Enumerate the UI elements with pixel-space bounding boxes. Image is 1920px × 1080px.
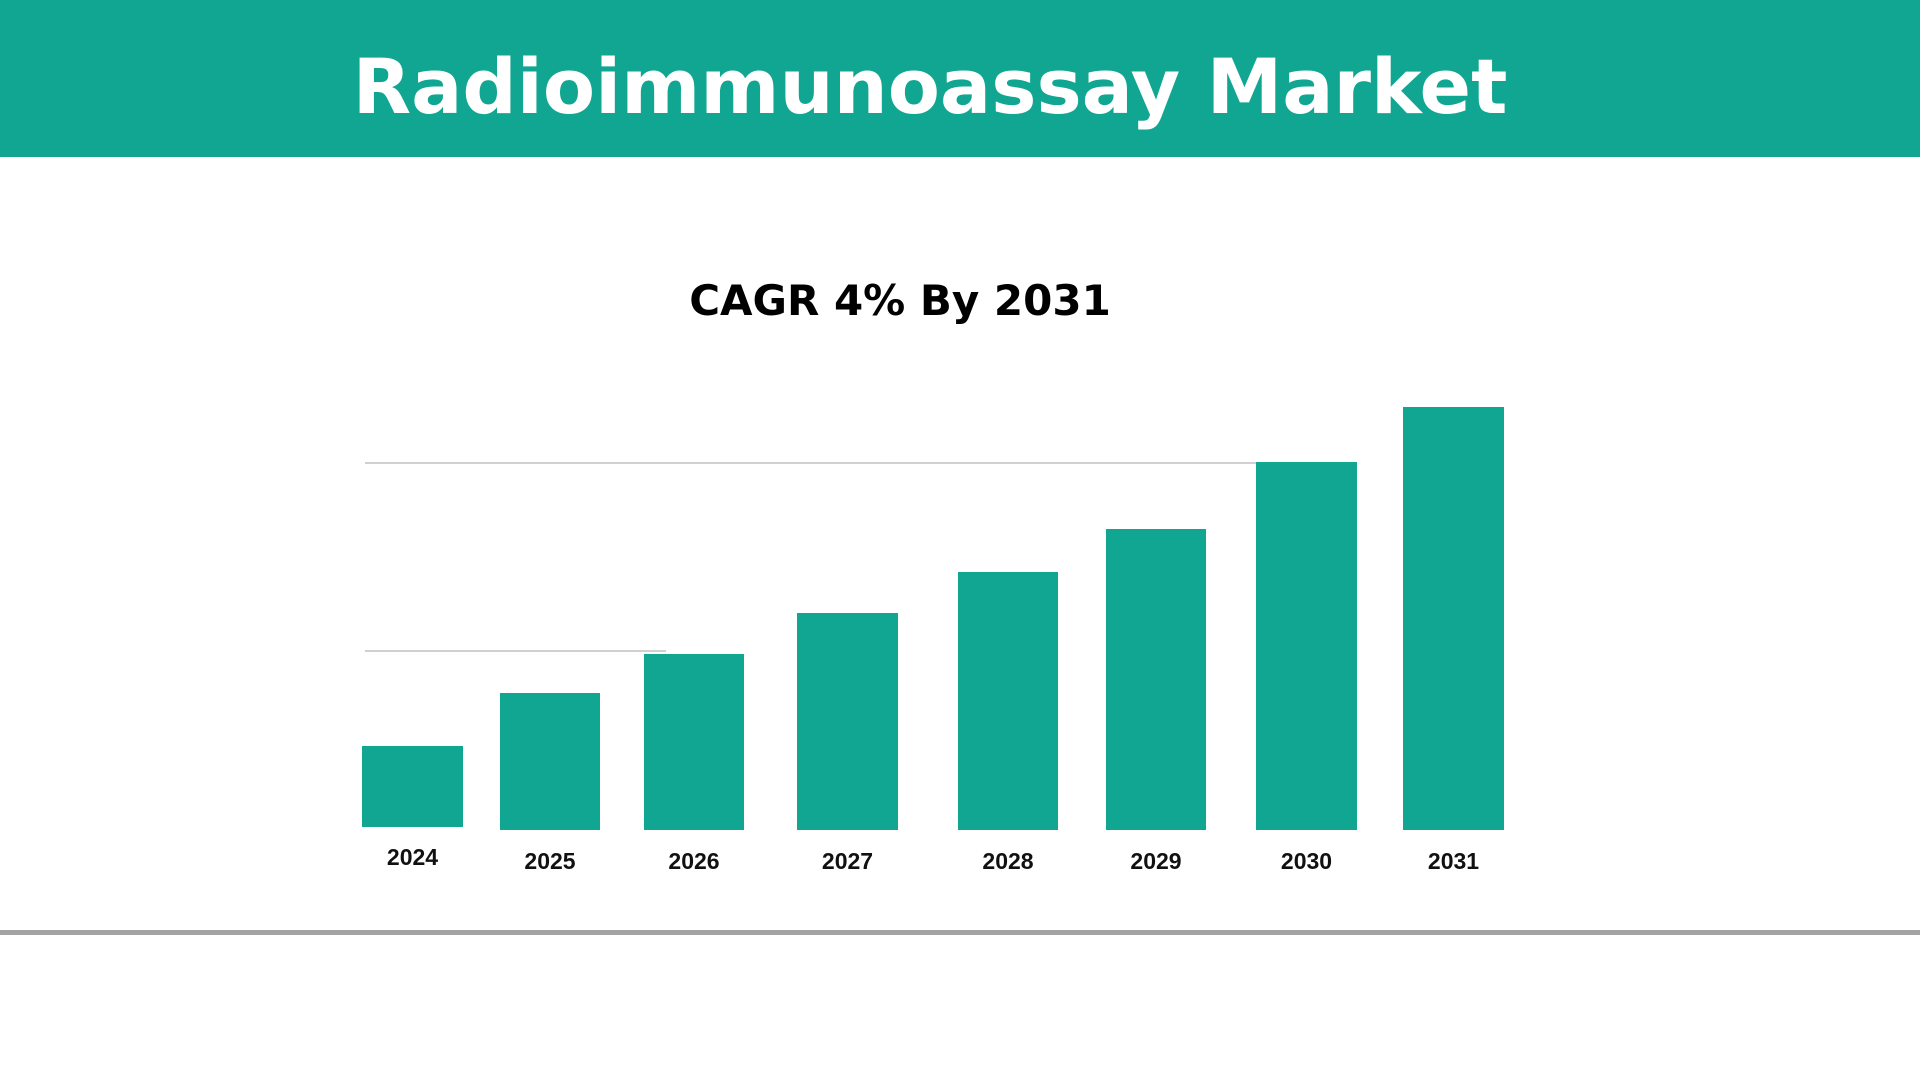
x-axis-label: 2029 [1130, 848, 1182, 874]
bar-2030 [1256, 462, 1357, 830]
x-axis-label: 2025 [524, 848, 576, 874]
page-title: Radioimmunoassay Market [352, 42, 1508, 131]
x-axis-label: 2026 [668, 848, 720, 874]
bar-2025 [500, 693, 600, 830]
x-axis-label: 2024 [386, 844, 439, 870]
bar-2024 [362, 746, 463, 827]
x-axis-label: 2028 [982, 848, 1034, 874]
header-banner: Radioimmunoassay Market [0, 0, 1920, 157]
x-axis-label: 2030 [1280, 848, 1333, 874]
gridline-lower [365, 650, 666, 652]
x-axis-label: 2031 [1427, 848, 1480, 874]
bar-2029 [1106, 529, 1206, 830]
divider-line [0, 930, 1920, 935]
x-axis-label: 2027 [821, 848, 874, 874]
chart-subtitle: CAGR 4% By 2031 [689, 276, 1111, 325]
bar-2028 [958, 572, 1058, 830]
bar-2026 [644, 654, 744, 830]
gridline-upper [365, 462, 1256, 464]
bar-2027 [797, 613, 898, 830]
bar-2031 [1403, 407, 1504, 830]
